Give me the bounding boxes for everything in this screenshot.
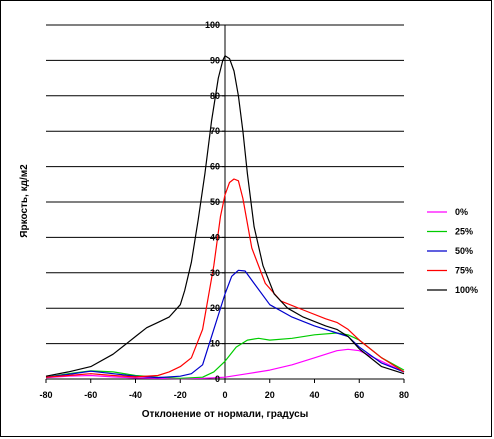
series-line-0 xyxy=(45,348,405,380)
y-tick-label-2: 20 xyxy=(210,303,220,313)
legend-label-2: 50% xyxy=(455,246,473,256)
x-tick-label-5: 20 xyxy=(265,390,275,400)
y-tick-label-5: 50 xyxy=(210,197,220,207)
x-tick-label-1: -60 xyxy=(84,390,97,400)
y-tick-label-4: 40 xyxy=(210,232,220,242)
y-axis-label: Яркость, кд/м2 xyxy=(19,164,30,238)
y-tick-label-8: 80 xyxy=(210,91,220,101)
series-line-3 xyxy=(45,178,405,378)
legend-label-1: 25% xyxy=(455,227,473,237)
legend-label-0: 0% xyxy=(455,207,468,217)
x-tick-label-6: 40 xyxy=(309,390,319,400)
series-line-2 xyxy=(45,269,405,379)
y-tick-label-1: 10 xyxy=(210,339,220,349)
y-tick-label-6: 60 xyxy=(210,162,220,172)
x-axis-label: Отклонение от нормали, градусы xyxy=(142,409,309,420)
y-tick-label-7: 70 xyxy=(210,126,220,136)
y-tick-label-10: 100 xyxy=(205,20,220,30)
series-line-4 xyxy=(45,55,405,377)
x-tick-label-0: -80 xyxy=(39,390,52,400)
y-tick-label-3: 30 xyxy=(210,268,220,278)
x-tick-label-4: 0 xyxy=(222,390,227,400)
x-tick-label-8: 80 xyxy=(399,390,409,400)
y-tick-labels: 0 10 20 30 40 50 60 70 80 90 100 xyxy=(205,20,220,384)
y-tick-label-0: 0 xyxy=(215,374,220,384)
legend-label-3: 75% xyxy=(455,266,473,276)
legend: 0% 25% 50% 75% 100% xyxy=(427,207,478,295)
x-tick-labels: -80 -60 -40 -20 0 20 40 60 80 xyxy=(39,390,409,400)
legend-label-4: 100% xyxy=(455,285,478,295)
x-tick-label-7: 60 xyxy=(354,390,364,400)
axes xyxy=(45,24,405,383)
x-tick-label-3: -20 xyxy=(174,390,187,400)
series-lines xyxy=(45,55,405,380)
y-tick-label-9: 90 xyxy=(210,55,220,65)
x-tick-label-2: -40 xyxy=(129,390,142,400)
